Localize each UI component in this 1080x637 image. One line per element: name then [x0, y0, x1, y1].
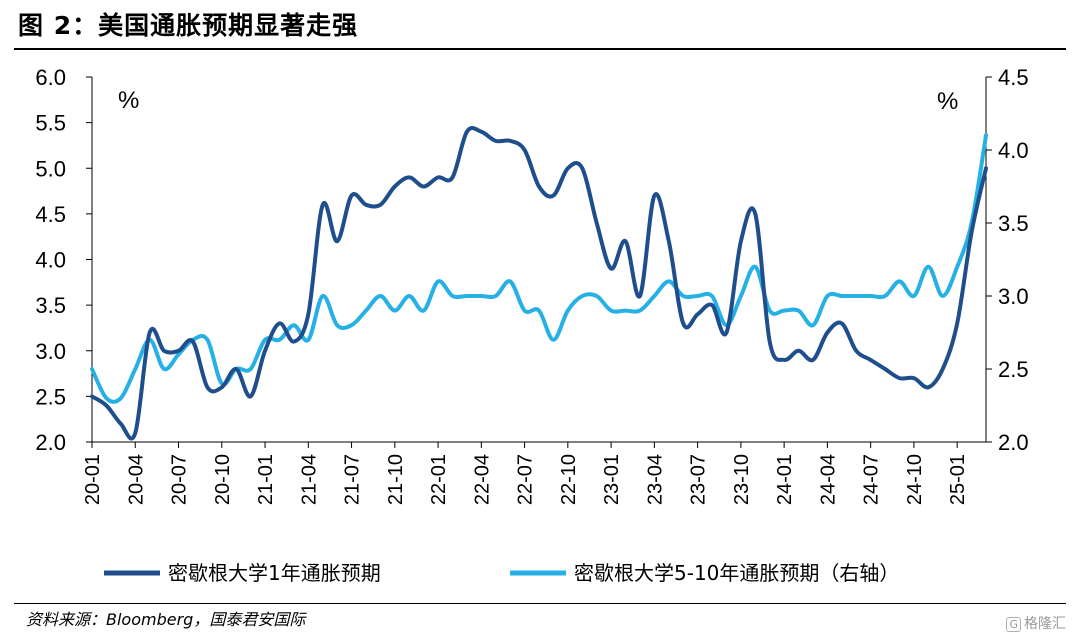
- x-axis-tick-label: 23-07: [688, 454, 710, 505]
- page-title: 图 2：美国通胀预期显著走强: [18, 11, 359, 40]
- x-axis-tick-label: 24-10: [904, 454, 926, 505]
- watermark-text: 格隆汇: [1024, 616, 1066, 632]
- chart-series-layer: [90, 125, 988, 441]
- x-axis-tick-label: 22-04: [471, 454, 493, 505]
- x-axis-tick-label: 20-01: [82, 454, 104, 505]
- x-axis-tick-label: 24-04: [817, 454, 839, 505]
- legend-label-series-2: 密歇根大学5-10年通胀预期（右轴）: [574, 561, 899, 585]
- left-axis-tick-label: 5.5: [35, 111, 66, 136]
- right-axis-tick-label: 3.0: [998, 284, 1029, 309]
- x-axis-tick-label: 22-10: [558, 454, 580, 505]
- x-axis-tick-label: 20-04: [125, 454, 147, 505]
- x-axis-tick-label: 22-07: [515, 454, 537, 505]
- x-axis-tick-label: 23-04: [644, 454, 666, 505]
- x-axis-tick-label: 23-01: [601, 454, 623, 505]
- title-divider: [14, 48, 1066, 50]
- right-axis-unit: %: [937, 88, 958, 115]
- left-axis-tick-label: 2.0: [35, 430, 66, 455]
- footer-divider: [14, 603, 1066, 604]
- legend-label-series-1: 密歇根大学1年通胀预期: [168, 561, 381, 585]
- x-axis-tick-label: 21-01: [255, 454, 277, 505]
- x-axis-tick-label: 23-10: [731, 454, 753, 505]
- right-axis-tick-label: 2.0: [998, 430, 1029, 455]
- source-note: 资料来源：Bloomberg，国泰君安国际: [26, 610, 306, 629]
- left-axis-tick-label: 4.5: [35, 202, 66, 227]
- left-axis-tick-label: 2.5: [35, 384, 66, 409]
- x-axis-tick-label: 22-01: [428, 454, 450, 505]
- x-axis-tick-label: 20-07: [169, 454, 191, 505]
- series-line-5-10y-expectation: [90, 133, 988, 404]
- right-axis-tick-label: 4.0: [998, 138, 1029, 163]
- gelonghui-logo-icon: G: [1006, 617, 1021, 632]
- left-axis-tick-label: 4.0: [35, 248, 66, 273]
- x-axis-tick-label: 21-10: [385, 454, 407, 505]
- right-axis-tick-label: 3.5: [998, 211, 1029, 236]
- right-axis-tick-label: 4.5: [998, 65, 1029, 90]
- left-axis-tick-label: 5.0: [35, 156, 66, 181]
- left-axis-unit: %: [118, 87, 139, 114]
- left-axis-tick-label: 3.0: [35, 339, 66, 364]
- chart-legend: 密歇根大学1年通胀预期 密歇根大学5-10年通胀预期（右轴）: [104, 561, 899, 585]
- chart-axes: 2.0 2.5 3.0 3.5 4.0 4.5 5.0 5.5 6.0 2.0 2.5 3.0 3.5 4…: [35, 65, 1028, 505]
- x-axis-tick-label: 20-10: [212, 454, 234, 505]
- x-axis-tick-label: 24-07: [861, 454, 883, 505]
- right-axis-tick-label: 2.5: [998, 357, 1029, 382]
- series-line-1y-expectation: [90, 125, 988, 441]
- left-axis-tick-label: 6.0: [35, 65, 66, 90]
- x-axis-tick-label: 21-07: [342, 454, 364, 505]
- x-axis-tick-label: 21-04: [298, 454, 320, 505]
- watermark: G 格隆汇: [1006, 613, 1066, 633]
- x-axis-tick-label: 25-01: [947, 454, 969, 505]
- x-axis-tick-label: 24-01: [774, 454, 796, 505]
- left-axis-tick-label: 3.5: [35, 293, 66, 318]
